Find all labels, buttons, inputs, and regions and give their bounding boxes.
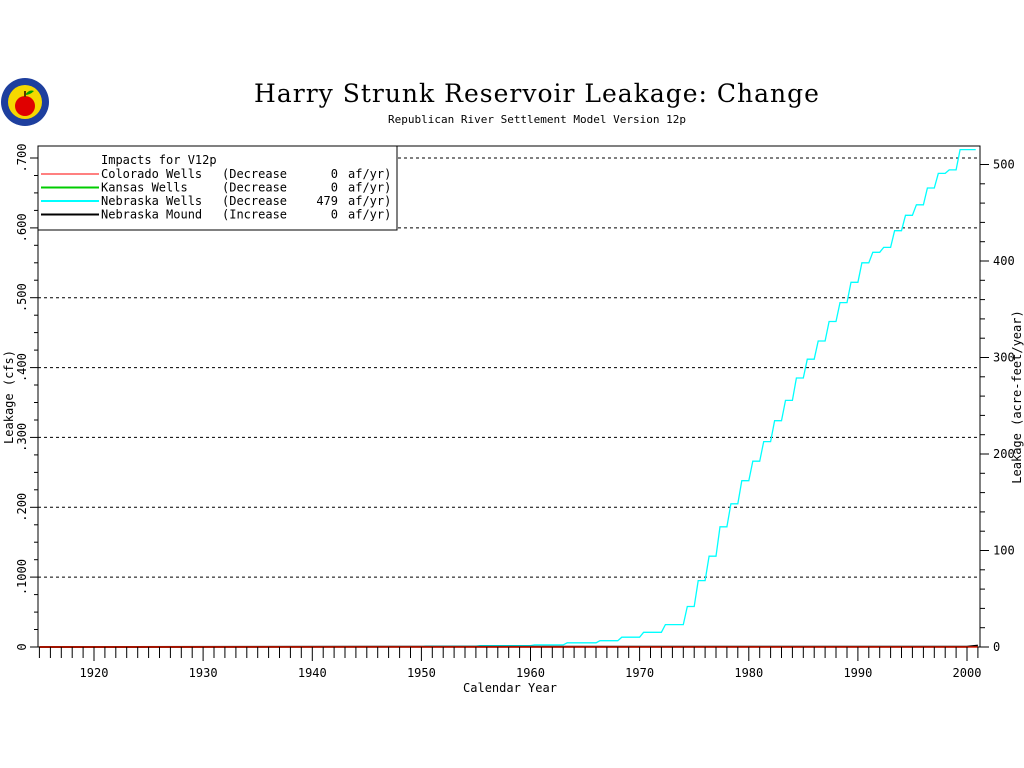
y-left-tick-label: .300 xyxy=(15,423,29,452)
legend-label: Nebraska Wells xyxy=(101,194,202,208)
x-tick-label: 2000 xyxy=(953,666,982,680)
series-line-nebraska-wells xyxy=(39,148,976,648)
y-right-tick-label: 200 xyxy=(993,447,1015,461)
chart-subtitle: Republican River Settlement Model Versio… xyxy=(388,113,686,126)
y-left-tick-label: 0 xyxy=(15,643,29,650)
y-axis-left: .700 .600 .500 .400 .300 .200 .1000 0 xyxy=(15,144,38,651)
x-tick-label: 1990 xyxy=(843,666,872,680)
y-left-tick-label: .500 xyxy=(15,283,29,312)
legend-unit: af/yr) xyxy=(348,194,391,208)
x-tick-label: 1980 xyxy=(734,666,763,680)
x-tick-label: 1930 xyxy=(189,666,218,680)
x-tick-label: 1920 xyxy=(80,666,109,680)
y-axis-right-label: Leakage (acre-feet/year) xyxy=(1010,310,1024,483)
legend-amount: 479 xyxy=(316,194,338,208)
y-right-tick-label: 500 xyxy=(993,158,1015,172)
legend-amount: 0 xyxy=(331,181,338,195)
y-left-tick-label: .400 xyxy=(15,353,29,382)
x-tick-label: 1950 xyxy=(407,666,436,680)
x-tick-label: 1940 xyxy=(298,666,327,680)
legend-unit: af/yr) xyxy=(348,167,391,181)
legend-direction: (Decrease xyxy=(222,194,287,208)
y-right-tick-label: 400 xyxy=(993,254,1015,268)
x-tick-label: 1960 xyxy=(516,666,545,680)
y-axis-right: 500 400 300 200 100 0 xyxy=(980,158,1015,654)
y-left-tick-label: .200 xyxy=(15,493,29,522)
y-left-tick-label: .1000 xyxy=(15,559,29,595)
grid-lines xyxy=(38,157,980,578)
legend-label: Colorado Wells xyxy=(101,167,202,181)
legend-direction: (Increase xyxy=(222,208,287,222)
x-tick-label: 1970 xyxy=(625,666,654,680)
y-right-tick-label: 0 xyxy=(993,640,1000,654)
legend-direction: (Decrease xyxy=(222,181,287,195)
y-axis-left-label: Leakage (cfs) xyxy=(2,350,16,444)
y-right-tick-label: 100 xyxy=(993,544,1015,558)
y-left-tick-label: .600 xyxy=(15,213,29,242)
chart-title: Harry Strunk Reservoir Leakage: Change xyxy=(254,79,820,108)
legend-unit: af/yr) xyxy=(348,208,391,222)
seal-logo xyxy=(1,78,49,126)
x-axis-label: Calendar Year xyxy=(463,681,557,695)
legend-label: Nebraska Mound xyxy=(101,208,202,222)
legend-direction: (Decrease xyxy=(222,167,287,181)
x-axis: 1920 1930 1940 1950 1960 1970 1980 1990 2000 xyxy=(38,647,982,680)
legend-unit: af/yr) xyxy=(348,181,391,195)
legend-title: Impacts for V12p xyxy=(101,153,217,167)
y-right-tick-label: 300 xyxy=(993,351,1015,365)
y-left-tick-label: .700 xyxy=(15,144,29,173)
legend-amount: 0 xyxy=(331,167,338,181)
legend-amount: 0 xyxy=(331,208,338,222)
legend: Impacts for V12p Colorado Wells (Decrease… xyxy=(37,145,398,231)
legend-label: Kansas Wells xyxy=(101,181,188,195)
